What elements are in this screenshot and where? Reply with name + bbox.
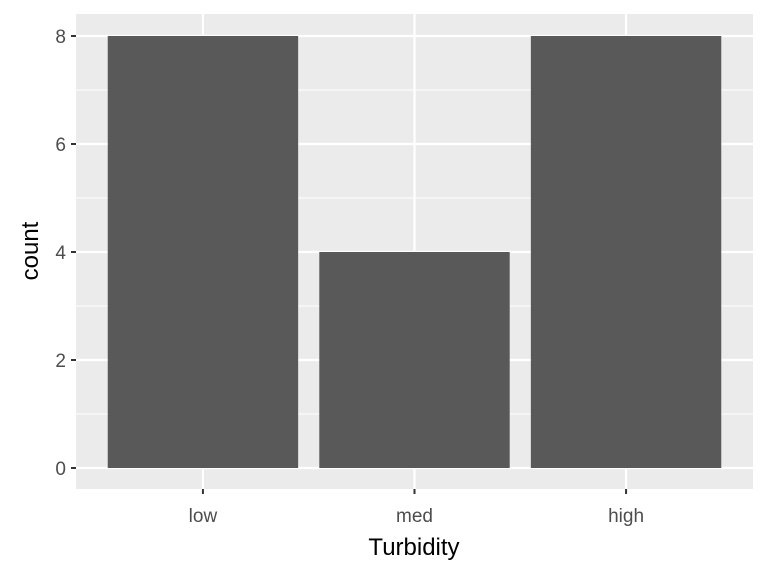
y-tick-label: 2: [55, 351, 66, 372]
bar-low: [107, 36, 299, 468]
bar-med: [319, 252, 510, 468]
y-axis: 0 2 4 6 8: [55, 27, 76, 480]
bar-high: [530, 36, 722, 468]
bars: [107, 36, 722, 468]
x-tick-label: low: [189, 506, 218, 527]
y-tick-label: 6: [55, 135, 66, 156]
x-tick-label: high: [608, 506, 644, 527]
x-axis: low med high: [189, 489, 644, 527]
x-tick-label: med: [396, 506, 433, 527]
y-axis-title: count: [17, 221, 44, 280]
x-axis-title: Turbidity: [368, 534, 459, 561]
y-tick-label: 4: [55, 243, 66, 264]
y-tick-label: 0: [55, 459, 66, 480]
y-tick-label: 8: [55, 27, 66, 48]
